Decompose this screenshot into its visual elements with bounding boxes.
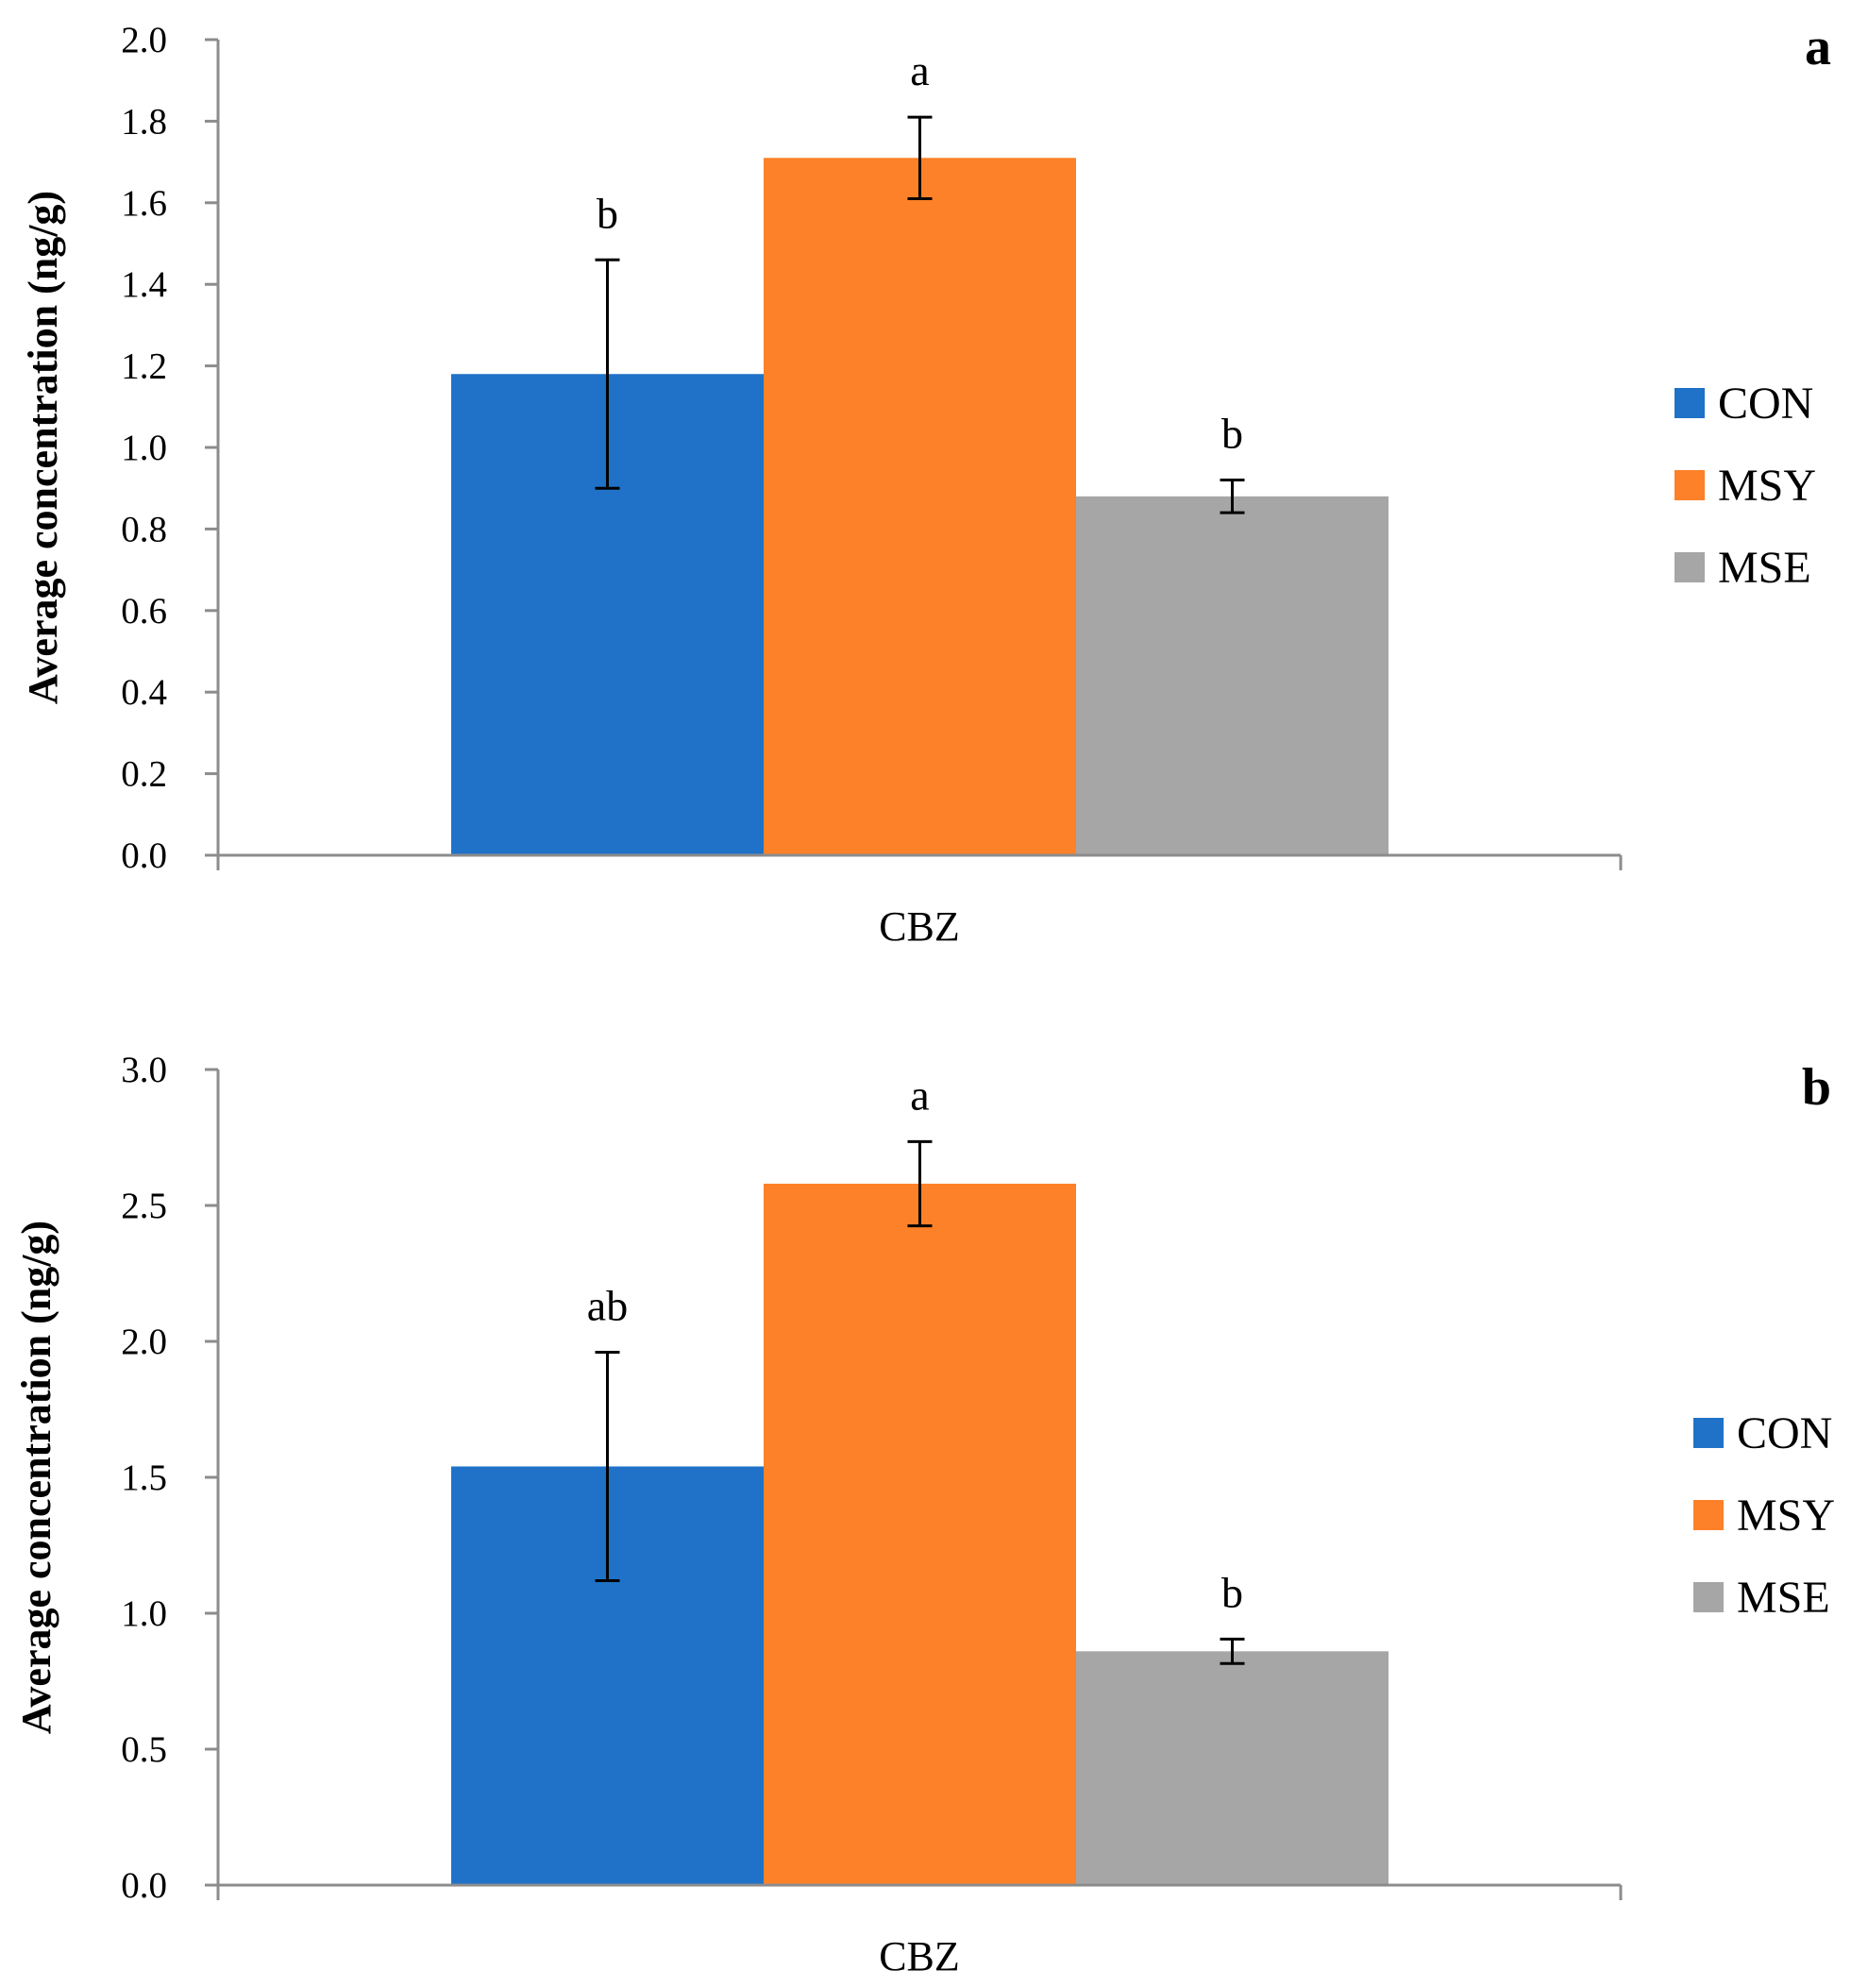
bar-msy	[764, 1183, 1076, 1885]
bar-msy	[764, 158, 1076, 855]
significance-label-con: ab	[587, 1282, 628, 1330]
y-tick-label: 0.8	[121, 509, 167, 549]
significance-label-con: b	[597, 189, 618, 237]
y-tick-label: 0.5	[121, 1729, 167, 1770]
legend-swatch-msy	[1674, 470, 1705, 500]
legend-swatch-con	[1674, 388, 1705, 418]
bar-mse	[1076, 496, 1388, 855]
significance-label-mse: b	[1221, 1568, 1243, 1616]
significance-label-msy: a	[910, 1070, 929, 1119]
legend-label-mse: MSE	[1718, 543, 1811, 593]
y-tick-label: 1.0	[121, 1593, 167, 1634]
x-category-label: CBZ	[879, 1933, 960, 1980]
legend-label-msy: MSY	[1737, 1491, 1835, 1541]
y-tick-label: 0.4	[121, 672, 167, 713]
bar-mse	[1076, 1651, 1388, 1885]
significance-label-mse: b	[1221, 410, 1243, 458]
y-tick-label: 1.4	[121, 264, 167, 305]
y-tick-label: 0.0	[121, 1865, 167, 1906]
y-tick-label: 3.0	[121, 1050, 167, 1090]
legend: CON MSY MSE	[1693, 1408, 1835, 1623]
y-tick-label: 0.2	[121, 754, 167, 795]
y-tick-label: 2.0	[121, 1322, 167, 1362]
y-tick-label: 1.2	[121, 346, 167, 387]
significance-label-msy: a	[910, 46, 929, 94]
panel-label: a	[1805, 18, 1831, 76]
y-tick-label: 2.0	[121, 20, 167, 60]
y-tick-label: 1.0	[121, 428, 167, 468]
legend-swatch-con	[1693, 1418, 1724, 1448]
y-axis-title: Average concentration (ng/g)	[13, 1221, 59, 1734]
panel-label: b	[1802, 1058, 1831, 1117]
x-category-label: CBZ	[879, 903, 960, 950]
y-tick-label: 0.0	[121, 835, 167, 876]
legend-label-con: CON	[1737, 1408, 1832, 1458]
y-axis-title: Average concentration (ng/g)	[20, 191, 66, 704]
legend-swatch-mse	[1674, 552, 1705, 582]
y-tick-label: 1.5	[121, 1457, 167, 1498]
legend: CON MSY MSE	[1674, 379, 1816, 593]
y-tick-label: 2.5	[121, 1186, 167, 1226]
legend-swatch-msy	[1693, 1500, 1724, 1530]
legend-label-con: CON	[1718, 379, 1813, 429]
legend-label-msy: MSY	[1718, 461, 1816, 511]
legend-swatch-mse	[1693, 1582, 1724, 1612]
y-tick-label: 1.6	[121, 183, 167, 224]
legend-label-mse: MSE	[1737, 1573, 1830, 1623]
chart-panel-a: 0.0 0.2 0.4 0.6 0.8 1.0 1.2 1.4 1.6 1.8 2.0 b a b CBZ A…	[20, 18, 1831, 950]
y-tick-label: 1.8	[121, 101, 167, 142]
y-tick-label: 0.6	[121, 591, 167, 632]
